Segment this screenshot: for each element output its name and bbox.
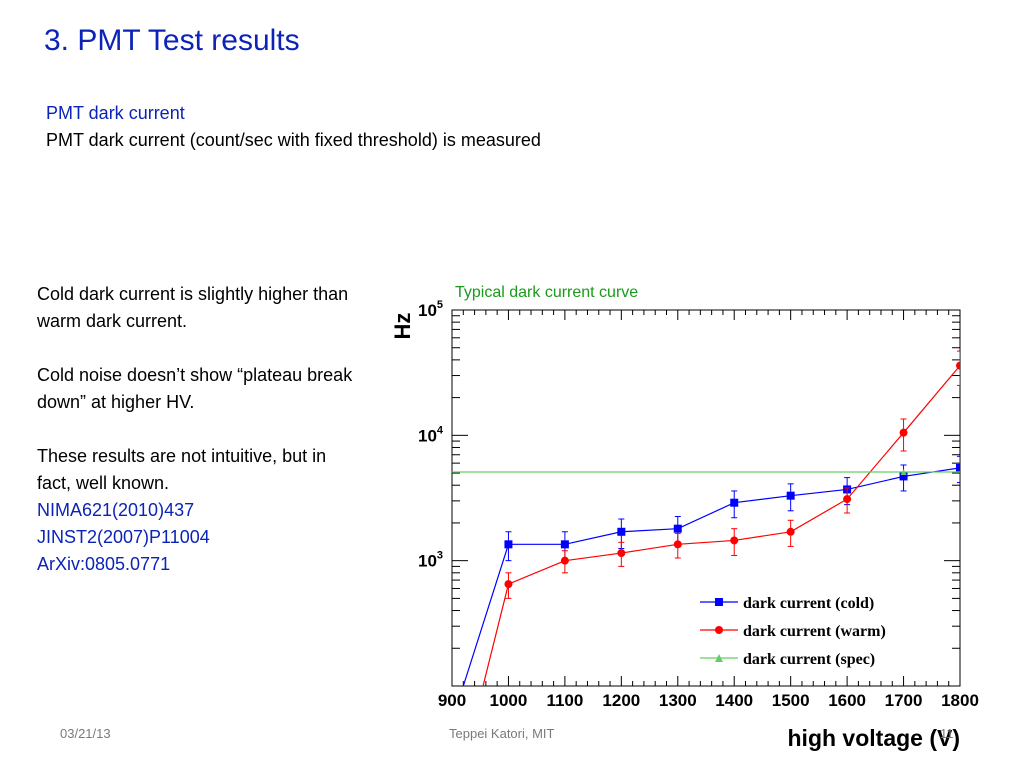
note-paragraph-3: These results are not intuitive, but in … (37, 446, 327, 493)
reference-link-2[interactable]: JINST2(2007)P11004 (37, 527, 210, 547)
slide-title: 3. PMT Test results (44, 24, 300, 57)
chart-title: Typical dark current curve (455, 284, 638, 301)
data-point (673, 524, 682, 533)
legend: dark current (cold) dark current (warm) da… (700, 595, 886, 668)
data-point (730, 536, 739, 545)
footer-author: Teppei Katori, MIT (449, 726, 555, 741)
data-point (786, 491, 795, 500)
notes-text-block: Cold dark current is slightly higher tha… (37, 281, 357, 578)
data-point (560, 540, 569, 549)
data-point (504, 540, 513, 549)
data-point (956, 361, 960, 370)
legend-label: dark current (cold) (743, 595, 874, 612)
data-point (730, 498, 739, 507)
footer-date: 03/21/13 (60, 726, 111, 741)
data-point (560, 556, 569, 565)
y-tick-label: 104 (418, 424, 444, 445)
footer-page-number: 11 (940, 726, 954, 741)
data-point (843, 495, 852, 504)
data-point (900, 468, 907, 475)
series-line (462, 467, 960, 686)
dark-current-chart: Typical dark current curve 900 1000 1100 120… (380, 272, 990, 767)
data-point (786, 527, 795, 536)
x-axis-label: high voltage (V) (788, 725, 961, 751)
series-line (482, 365, 960, 686)
x-tick-label: 1100 (546, 691, 583, 710)
legend-marker (715, 654, 723, 662)
section-heading: PMT dark current (46, 103, 185, 123)
series-3 (452, 468, 960, 475)
data-point (899, 472, 908, 481)
data-point (617, 549, 626, 558)
x-tick-label: 900 (438, 691, 466, 710)
reference-link-3[interactable]: ArXiv:0805.0771 (37, 554, 171, 574)
x-tick-label: 1400 (715, 691, 753, 710)
x-tick-label: 1200 (602, 691, 640, 710)
y-tick-label: 103 (418, 550, 443, 571)
legend-marker (715, 598, 723, 606)
section-description: PMT dark current (count/sec with fixed t… (46, 130, 541, 150)
chart-svg: Typical dark current curve 900 1000 1100 120… (390, 284, 979, 751)
data-point (899, 428, 908, 437)
note-paragraph-1: Cold dark current is slightly higher tha… (37, 284, 349, 331)
x-tick-label: 1800 (941, 691, 979, 710)
y-axis-label: Hz (390, 313, 415, 340)
data-point (617, 527, 626, 536)
reference-link-1[interactable]: NIMA621(2010)437 (37, 500, 195, 520)
legend-marker (715, 626, 723, 634)
legend-label: dark current (spec) (743, 651, 875, 668)
x-tick-label: 1300 (659, 691, 697, 710)
plot-frame (451, 309, 961, 687)
data-point (956, 463, 960, 472)
x-tick-label: 1000 (490, 691, 528, 710)
y-tick-label: 105 (418, 299, 443, 320)
series-2 (482, 350, 960, 686)
x-tick-label: 1500 (772, 691, 810, 710)
x-tick-label: 1700 (885, 691, 923, 710)
data-point (673, 540, 682, 549)
note-paragraph-2: Cold noise doesn’t show “plateau break d… (37, 365, 353, 412)
x-tick-label: 1600 (828, 691, 866, 710)
legend-label: dark current (warm) (743, 623, 886, 640)
data-point (504, 580, 513, 589)
